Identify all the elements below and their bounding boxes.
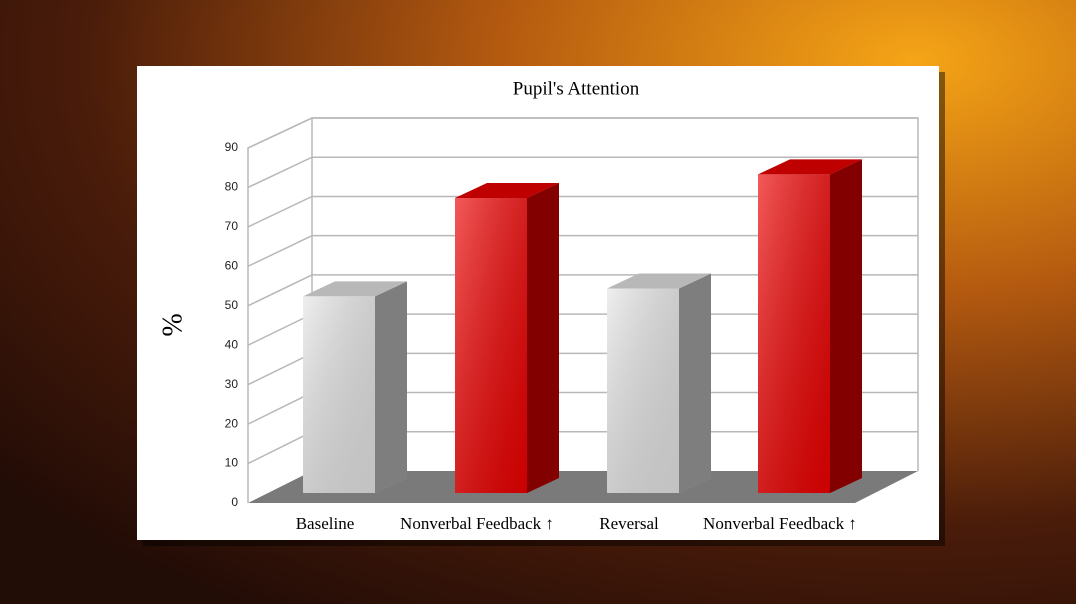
bar <box>303 281 407 493</box>
grid-line <box>247 274 918 307</box>
y-tick-label: 40 <box>225 337 239 351</box>
chart-title: Pupil's Attention <box>513 78 640 99</box>
bar-face <box>303 281 407 297</box>
bar-face <box>455 198 527 493</box>
bar-face <box>455 183 559 198</box>
y-tick-label: 80 <box>225 180 239 194</box>
bar-face <box>375 281 407 493</box>
bar-face <box>375 281 407 493</box>
grid-line <box>247 117 918 149</box>
grid-line <box>247 195 918 228</box>
bar-face <box>303 281 407 297</box>
bar <box>607 273 711 493</box>
bar-face <box>303 296 375 493</box>
x-tick-label: Reversal <box>599 514 659 533</box>
bar-face <box>607 273 711 289</box>
grid-line <box>247 234 918 268</box>
y-tick-label: 0 <box>231 495 238 509</box>
bar-face <box>607 288 679 493</box>
bar-face <box>527 183 559 493</box>
bar-face <box>830 159 862 493</box>
x-tick-label: Baseline <box>296 514 355 533</box>
bar-face <box>679 273 711 493</box>
y-axis-label: % <box>157 313 188 336</box>
bar <box>455 183 559 493</box>
y-tick-label: 30 <box>225 377 239 391</box>
bar-face <box>527 183 559 493</box>
bar-face <box>607 273 711 289</box>
x-tick-label: Nonverbal Feedback ↑ <box>400 514 554 533</box>
bar-face <box>455 183 559 198</box>
bar-face <box>758 174 830 493</box>
bar <box>758 159 862 493</box>
y-tick-label: 90 <box>225 140 239 154</box>
y-tick-label: 60 <box>225 259 239 273</box>
bar-face <box>758 159 862 175</box>
floor <box>248 471 918 503</box>
grid-line <box>247 156 918 189</box>
y-tick-label: 50 <box>225 298 239 312</box>
bar-face <box>830 159 862 493</box>
y-tick-label: 10 <box>225 456 239 470</box>
y-tick-label: 70 <box>225 219 239 233</box>
x-tick-label: Nonverbal Feedback ↑ <box>703 514 857 533</box>
bar-face <box>758 159 862 175</box>
y-tick-label: 20 <box>225 416 239 430</box>
bar-face <box>679 273 711 493</box>
